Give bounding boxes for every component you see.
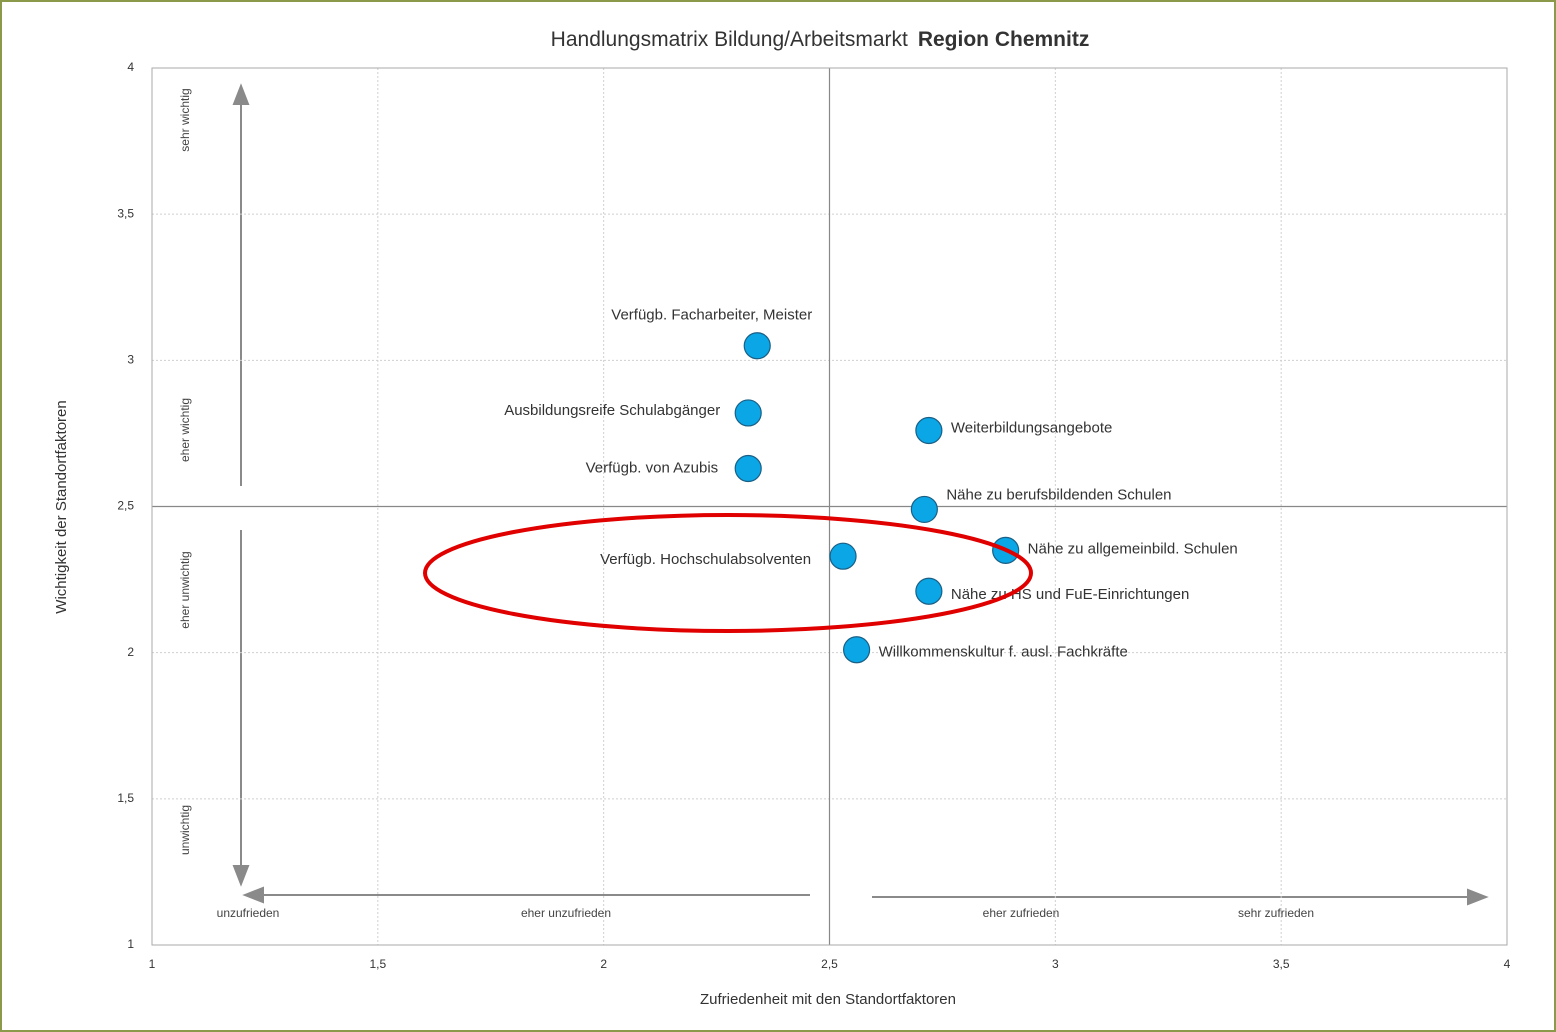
plot-area: 1 1,5 2 2,5 3 3,5 4 1 1,5 2 2,5 3 3,5 4 sehr wichtig eh… <box>117 60 1510 971</box>
point <box>743 332 771 360</box>
y-annotation: eher unwichtig <box>178 551 192 628</box>
plot-border <box>151 67 1508 946</box>
point <box>915 416 943 445</box>
point <box>842 636 871 664</box>
x-tick-label: 1,5 <box>369 957 386 971</box>
point <box>915 577 943 605</box>
y-axis-label: Wichtigkeit der Standortfaktoren <box>53 400 70 613</box>
arrow-head <box>242 886 264 904</box>
y-tick-label: 4 <box>127 60 134 74</box>
point-label: Willkommenskultur f. ausl. Fachkräfte <box>879 644 1128 661</box>
point <box>910 495 938 524</box>
point-label: Nähe zu HS und FuE-Einrichtungen <box>951 586 1189 603</box>
point-label: Verfügb. Facharbeiter, Meister <box>611 307 812 324</box>
point-label: Nähe zu berufsbildenden Schulen <box>946 486 1171 503</box>
arrow-head <box>232 83 250 105</box>
y-annotation: unwichtig <box>178 805 192 855</box>
x-annotation: unzufrieden <box>217 906 280 920</box>
x-tick-label: 3 <box>1052 957 1059 971</box>
arrows <box>232 83 1489 906</box>
y-tick-label: 3,5 <box>117 206 134 220</box>
x-tick-label: 1 <box>149 957 156 971</box>
y-tick-label: 1,5 <box>117 791 134 805</box>
y-tick-label: 3 <box>127 353 134 367</box>
y-tick-label: 2,5 <box>117 499 134 513</box>
point <box>734 454 762 483</box>
x-axis-label: Zufriedenheit mit den Standortfaktoren <box>700 991 956 1008</box>
x-tick-label: 4 <box>1504 957 1511 971</box>
x-annotation: sehr zufrieden <box>1238 906 1314 920</box>
y-annotation: sehr wichtig <box>178 88 192 151</box>
x-tick-label: 2,5 <box>821 957 838 971</box>
arrow-head <box>232 865 250 887</box>
x-annotation: eher unzufrieden <box>521 906 611 920</box>
y-annotation: eher wichtig <box>178 398 192 462</box>
point-label: Nähe zu allgemeinbild. Schulen <box>1028 540 1238 557</box>
point-label: Ausbildungsreife Schulabgänger <box>504 402 720 419</box>
title: Handlungsmatrix Bildung/Arbeitsmarkt <box>551 28 908 51</box>
x-annotation: eher zufrieden <box>983 906 1060 920</box>
y-tick-label: 1 <box>127 937 134 951</box>
title-emphasis: Region Chemnitz <box>918 28 1090 51</box>
point <box>734 399 762 427</box>
point-label: Verfügb. von Azubis <box>586 459 719 476</box>
arrow-head <box>1467 888 1489 906</box>
x-tick-label: 3,5 <box>1273 957 1290 971</box>
x-tick-label: 2 <box>600 957 607 971</box>
highlight-ellipse <box>423 513 1033 633</box>
point <box>829 542 857 570</box>
chart-title: Handlungsmatrix Bildung/Arbeitsmarkt Regi… <box>551 28 1090 51</box>
point-label: Weiterbildungsangebote <box>951 419 1113 436</box>
point-label: Verfügb. Hochschulabsolventen <box>600 551 811 568</box>
y-tick-label: 2 <box>127 645 134 659</box>
